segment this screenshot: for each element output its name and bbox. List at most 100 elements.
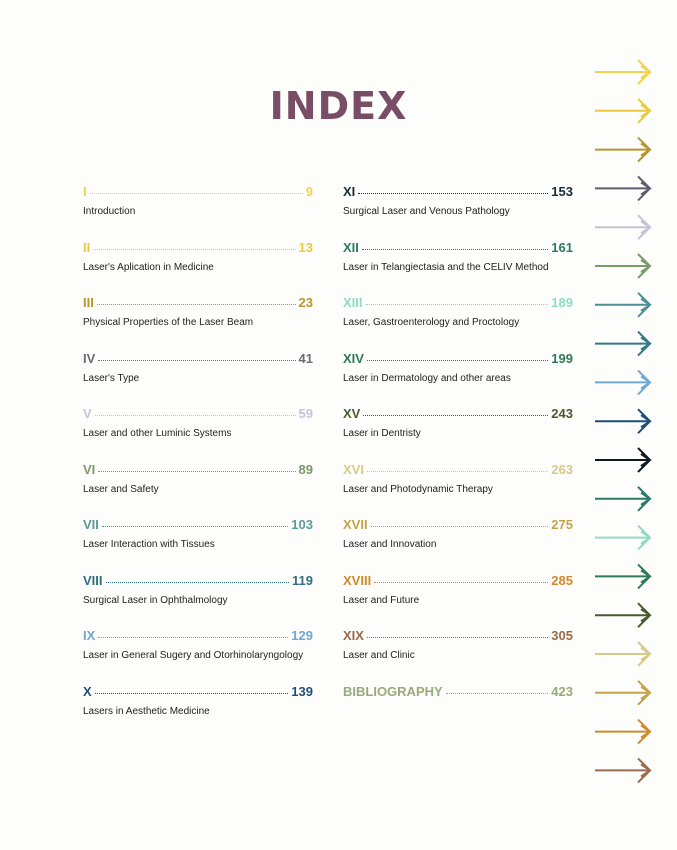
entry-heading: IX 129 xyxy=(83,628,313,643)
chapter-title: Laser and Photodynamic Therapy xyxy=(343,483,493,495)
dotted-leader xyxy=(94,692,289,694)
page-number: 23 xyxy=(298,295,313,310)
tab-arrow-head xyxy=(637,175,652,202)
tab-arrow-head xyxy=(637,447,652,473)
page-number: 89 xyxy=(298,461,313,477)
tab-arrow-head xyxy=(637,253,652,279)
chapter-title: Laser's Type xyxy=(83,372,140,384)
index-entry: XV 243 Laser in Dentristy xyxy=(343,406,573,439)
dotted-leader xyxy=(370,526,549,527)
tab-arrow-head xyxy=(637,98,652,124)
chapter-title: Laser in Dentristy xyxy=(343,428,421,439)
page-number: 305 xyxy=(551,628,573,643)
tab-arrow-head xyxy=(637,602,652,628)
entry-heading: XVIII 285 xyxy=(343,573,573,588)
index-entry: XII 161 Laser in Telangiectasia and the CE… xyxy=(343,240,573,273)
entry-heading: XI 153 xyxy=(343,184,573,199)
dotted-leader xyxy=(358,193,549,194)
chapter-title: Laser and Innovation xyxy=(343,539,437,550)
chapter-title: Laser, Gastroenterology and Proctology xyxy=(343,317,520,328)
chapter-title: Laser's Aplication in Medicine xyxy=(83,261,214,273)
chapter-numeral: XIX xyxy=(343,628,364,643)
dotted-leader xyxy=(96,304,296,305)
tab-arrow-head xyxy=(637,369,652,396)
dotted-leader xyxy=(93,248,296,250)
chapter-numeral: XVII xyxy=(343,517,368,532)
entry-heading: XVII 275 xyxy=(343,517,573,532)
tab-arrow-head xyxy=(637,292,652,318)
dotted-leader xyxy=(361,248,549,250)
entry-heading: XIX 305 xyxy=(343,628,573,643)
chapter-title: Laser in Telangiectasia and the CELIV Me… xyxy=(343,261,549,273)
index-entry: XIX 305 Laser and Clinic xyxy=(343,628,573,661)
chapter-title: Laser and other Luminic Systems xyxy=(83,428,232,439)
index-entry: VI 89 Laser and Safety xyxy=(83,462,313,495)
index-entry: XVI 263 Laser and Photodynamic Therapy xyxy=(343,462,573,495)
page-number: 59 xyxy=(298,406,313,421)
entry-heading: IV 41 xyxy=(83,351,313,366)
entry-heading: X 139 xyxy=(83,684,313,699)
chapter-numeral: IX xyxy=(83,628,96,643)
tab-arrow-head xyxy=(637,641,652,667)
index-entry: III 23 Physical Properties of the Laser Be… xyxy=(83,295,313,328)
entry-heading: BIBLIOGRAPHY 423 xyxy=(343,684,573,699)
page-number: 263 xyxy=(551,461,573,477)
chapter-numeral: XV xyxy=(343,406,361,421)
chapter-numeral: XI xyxy=(343,184,356,199)
page-number: 285 xyxy=(551,572,573,588)
index-entry: BIBLIOGRAPHY 423 xyxy=(343,684,573,699)
index-entry: IX 129 Laser in General Sugery and Otorhin… xyxy=(83,628,313,661)
dotted-leader xyxy=(374,581,549,583)
dotted-leader xyxy=(366,637,549,638)
tab-arrow-head xyxy=(637,136,652,163)
chapter-numeral: VII xyxy=(83,517,99,532)
page-number: 41 xyxy=(298,350,313,366)
dotted-leader xyxy=(94,415,296,416)
page-number: 423 xyxy=(551,683,573,699)
dotted-leader xyxy=(98,470,296,472)
chapter-title: Laser and Safety xyxy=(83,483,159,495)
index-entry: V 59 Laser and other Luminic Systems xyxy=(83,406,313,439)
index-entry: IV 41 Laser's Type xyxy=(83,351,313,384)
chapter-title: Laser in General Sugery and Otorhinolary… xyxy=(83,650,304,661)
page-number: 189 xyxy=(551,295,573,310)
chapter-title: Laser Interaction with Tissues xyxy=(83,539,215,550)
chapter-title: Laser in Dermatology and other areas xyxy=(343,372,511,384)
chapter-title: Laser and Clinic xyxy=(343,650,415,661)
page-title: INDEX xyxy=(269,84,408,128)
chapter-numeral: II xyxy=(83,239,91,255)
dotted-leader xyxy=(105,581,290,583)
index-entry: XIII 189 Laser, Gastroenterology and Proct… xyxy=(343,295,573,328)
tab-arrow-head xyxy=(637,330,652,357)
tab-arrow-head xyxy=(637,757,652,784)
tab-arrow-head xyxy=(637,59,652,85)
tab-arrow-head xyxy=(637,524,652,551)
chapter-numeral: XVIII xyxy=(343,572,372,588)
entry-heading: XII 161 xyxy=(343,240,573,255)
index-entry: VIII 119 Surgical Laser in Ophthalmology xyxy=(83,573,313,606)
dotted-leader xyxy=(366,359,549,361)
entry-heading: II 13 xyxy=(83,240,313,255)
entry-heading: XV 243 xyxy=(343,406,573,421)
chapter-numeral: III xyxy=(83,295,94,310)
page-number: 139 xyxy=(291,683,313,699)
dotted-leader xyxy=(98,637,289,638)
index-entry: II 13 Laser's Aplication in Medicine xyxy=(83,240,313,273)
entry-heading: VIII 119 xyxy=(83,573,313,588)
chapter-numeral: VI xyxy=(83,461,96,477)
dotted-leader xyxy=(445,692,549,694)
chapter-numeral: XIII xyxy=(343,295,363,310)
dotted-leader xyxy=(363,415,549,416)
index-entry: XVII 275 Laser and Innovation xyxy=(343,517,573,550)
page-number: 243 xyxy=(551,406,573,421)
entry-heading: XIV 199 xyxy=(343,351,573,366)
entry-heading: VI 89 xyxy=(83,462,313,477)
tab-arrow-head xyxy=(637,408,652,434)
page-number: 161 xyxy=(551,239,573,255)
entry-heading: XIII 189 xyxy=(343,295,573,310)
chapter-numeral: I xyxy=(83,184,87,199)
chapter-numeral: X xyxy=(83,683,92,699)
index-entry: XI 153 Surgical Laser and Venous Pathology xyxy=(343,184,573,217)
tab-arrow-head xyxy=(637,680,652,706)
